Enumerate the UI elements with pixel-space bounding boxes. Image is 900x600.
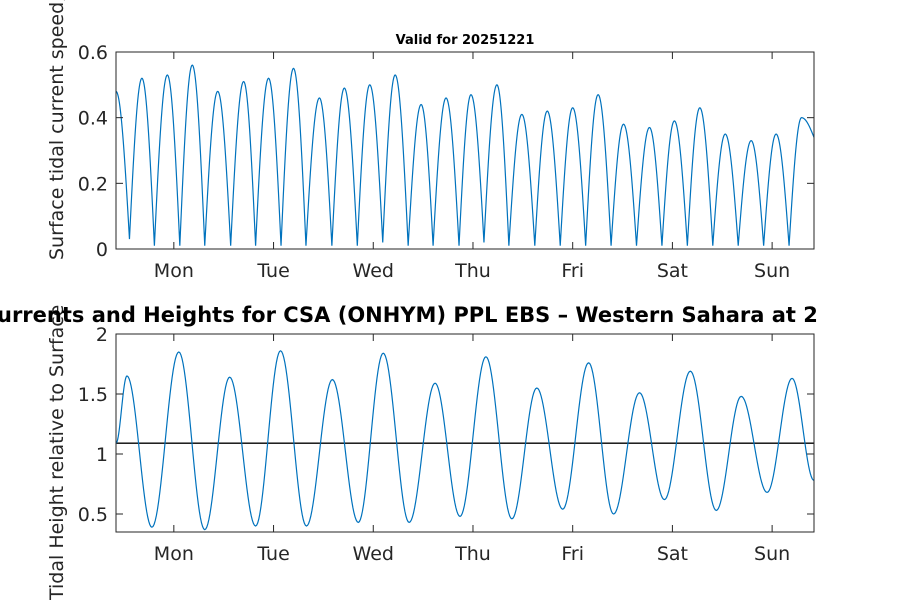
current-ytick-label: 0.2 (78, 173, 108, 195)
current-xtick-label: Tue (256, 260, 289, 282)
height-xtick-label: Sat (657, 543, 688, 565)
current-series-line-0 (115, 64, 815, 246)
current-ytick-label: 0 (96, 239, 108, 261)
height-xtick-label: Wed (353, 543, 394, 565)
current-xtick-label: Mon (154, 260, 194, 282)
current-xtick-label: Thu (454, 260, 491, 282)
current-xtick-label: Wed (353, 260, 394, 282)
current-axes-frame (115, 51, 815, 250)
current-panel-title: Valid for 20251221 (396, 33, 535, 48)
current-plot-area: 0 0.2 0.4 0.6 Mon Tue Wed Thu Fri Sat Sun (78, 42, 815, 282)
height-xtick-label: Tue (256, 543, 289, 565)
current-xtick-label: Fri (561, 260, 584, 282)
height-xtick-label: Mon (154, 543, 194, 565)
current-speed-panel: Valid for 20251221 0 0.2 0.4 0.6 Mon Tue Wed Th… (46, 0, 815, 282)
height-axes-frame (115, 333, 815, 533)
height-series-line-0 (115, 350, 815, 531)
height-plot-area: 0.5 1 1.5 2 Mon Tue Wed Thu Fri Sat Sun (78, 324, 815, 565)
height-xtick-label: Thu (454, 543, 491, 565)
height-y-axis-label: Tidal Height relative to Surface (46, 305, 68, 600)
height-ytick-label: 1 (96, 444, 108, 466)
figure-main-title: urrents and Heights for CSA (ONHYM) PPL … (0, 303, 818, 327)
current-ytick-label: 0.4 (78, 108, 108, 130)
height-ytick-label: 2 (96, 324, 108, 346)
height-ytick-label: 0.5 (78, 504, 108, 526)
height-ytick-label: 1.5 (78, 384, 108, 406)
current-xtick-label: Sun (754, 260, 790, 282)
tidal-height-panel: 0.5 1 1.5 2 Mon Tue Wed Thu Fri Sat Sun Tidal Heig… (46, 305, 815, 600)
current-ytick-label: 0.6 (78, 42, 108, 64)
current-y-axis-label: Surface tidal current speed, kn (46, 0, 68, 260)
current-xtick-label: Sat (657, 260, 688, 282)
height-xtick-label: Sun (754, 543, 790, 565)
height-xtick-label: Fri (561, 543, 584, 565)
